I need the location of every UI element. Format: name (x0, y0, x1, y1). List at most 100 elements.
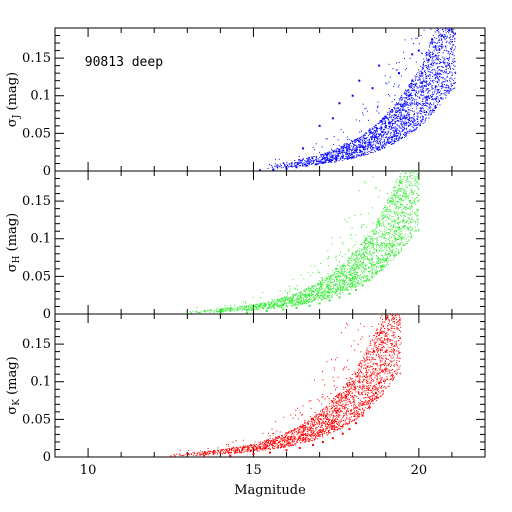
data-point-fill (445, 28, 447, 29)
data-point-fill (395, 196, 397, 198)
data-point-fill (354, 251, 356, 253)
data-point-fill (438, 89, 440, 91)
data-point-fill (416, 156, 417, 157)
data-point-fill (440, 70, 442, 72)
data-point-fill (326, 278, 328, 280)
data-point-fill (248, 307, 250, 309)
data-point-fill (367, 276, 369, 278)
data-point-fill (400, 103, 402, 105)
data-point-fill (371, 132, 373, 134)
data-point-fill (312, 272, 314, 274)
data-point-fill (410, 95, 412, 97)
data-point-fill (300, 303, 302, 305)
data-point-fill (326, 286, 328, 288)
data-point-fill (404, 233, 406, 235)
data-point-fill (339, 251, 341, 253)
data-point-fill (394, 251, 396, 253)
data-point-fill (403, 196, 405, 198)
data-point-fill (275, 166, 277, 168)
data-point-fill (414, 201, 416, 203)
data-point-fill (394, 186, 396, 188)
data-point-fill (437, 89, 439, 91)
data-point-fill (310, 275, 312, 277)
data-point-fill (414, 75, 416, 77)
data-point-fill (429, 12, 430, 13)
data-point-fill (427, 67, 429, 69)
data-point-fill (356, 284, 358, 286)
data-point-fill (397, 216, 399, 218)
data-point-fill (322, 298, 324, 300)
data-point-fill (401, 188, 403, 190)
data-point-fill (327, 162, 329, 164)
data-point-fill (410, 189, 412, 191)
data-point-fill (331, 159, 333, 161)
data-point-fill (391, 215, 393, 217)
data-point-fill (360, 155, 362, 157)
data-point-fill (406, 178, 408, 180)
data-point-fill (346, 275, 348, 277)
data-point-fill (352, 273, 354, 275)
data-point-fill (412, 185, 414, 187)
data-point-fill (417, 113, 419, 115)
data-point-fill (331, 243, 333, 245)
data-point-fill (399, 108, 401, 110)
data-point-fill (351, 157, 353, 159)
data-point-fill (406, 222, 408, 224)
data-point-fill (408, 148, 409, 149)
data-point-fill (401, 204, 403, 206)
data-point-fill (401, 235, 403, 237)
data-point-fill (420, 88, 422, 90)
data-point-fill (440, 65, 442, 67)
data-point-fill (366, 278, 368, 280)
data-point-fill (301, 162, 303, 164)
data-point-fill (409, 84, 411, 86)
data-point-fill (327, 159, 329, 161)
data-point-fill (268, 301, 270, 303)
data-point-fill (384, 116, 386, 118)
data-point-fill (408, 97, 410, 99)
data-point-fill (339, 293, 341, 295)
data-point-fill (216, 307, 218, 309)
data-point-fill (439, 47, 441, 49)
data-point-fill (355, 258, 357, 260)
data-point-fill (419, 73, 421, 75)
data-point-fill (338, 279, 340, 281)
data-point-fill (296, 164, 298, 166)
data-point-fill (399, 176, 401, 178)
data-point-fill (371, 246, 373, 248)
data-point-fill (405, 206, 407, 208)
data-point-fill (328, 153, 330, 155)
data-point-fill (406, 176, 408, 178)
data-point-fill (262, 307, 264, 309)
data-point-fill (436, 73, 438, 75)
data-point-fill (358, 137, 360, 139)
data-point-fill (261, 304, 263, 306)
data-point-fill (317, 158, 319, 160)
data-point (371, 87, 374, 90)
data-point-fill (356, 149, 358, 151)
data-point-fill (379, 140, 381, 142)
data-point-fill (410, 233, 412, 235)
data-point-fill (416, 133, 417, 134)
data-point-fill (413, 119, 415, 121)
data-point-fill (253, 305, 255, 307)
data-point-fill (430, 28, 432, 30)
data-point-fill (341, 269, 343, 271)
data-point-fill (253, 304, 255, 306)
data-point-fill (429, 82, 431, 84)
data-point-fill (364, 151, 366, 153)
data-point-fill (402, 129, 404, 131)
data-point-fill (396, 239, 398, 241)
data-point-fill (382, 255, 384, 257)
data-point-fill (435, 104, 437, 106)
data-point-fill (343, 158, 345, 160)
data-point-fill (424, 65, 426, 67)
data-point-fill (408, 200, 410, 202)
data-point-fill (345, 157, 347, 159)
data-point-fill (351, 288, 353, 290)
data-point-fill (386, 118, 388, 120)
data-point-fill (270, 164, 272, 166)
data-point-fill (448, 28, 450, 29)
data-point-fill (294, 294, 296, 296)
data-point-fill (298, 304, 300, 306)
